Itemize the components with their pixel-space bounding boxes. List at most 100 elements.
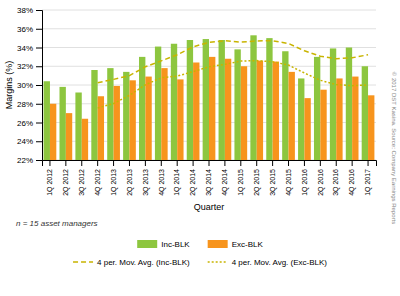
legend-row: 4 per. Mov. Avg. (Inc-BLK) 4 per. Mov. Av… [73, 258, 327, 267]
tick-label: 4Q 2014 [221, 169, 229, 196]
tick-label: 1Q 2015 [237, 169, 245, 196]
tick: 3Q 2013 [142, 160, 150, 196]
bar [59, 87, 65, 160]
bar [155, 47, 161, 160]
tick-label: 2Q 2015 [253, 169, 261, 196]
bar [219, 40, 225, 160]
tick: 28% [17, 100, 42, 109]
legend-label: 4 per. Mov. Avg. (Inc-BLK) [97, 258, 190, 267]
tick: 3Q 2016 [332, 160, 340, 196]
tick-mark [49, 160, 50, 166]
tick-label: 24% [17, 137, 33, 146]
tick-mark [240, 160, 241, 166]
bar [123, 72, 129, 160]
tick-mark [304, 160, 305, 166]
tick-mark [256, 160, 257, 166]
tick-label: 3Q 2013 [142, 169, 150, 196]
tick: 36% [17, 25, 42, 34]
legend-label: 4 per. Mov. Avg. (Exc-BLK) [232, 258, 328, 267]
tick-label: 34% [17, 44, 33, 53]
tick-label: 1Q 2016 [301, 169, 309, 196]
bar [266, 38, 272, 160]
legend-swatch [73, 261, 93, 263]
grid-line [42, 10, 376, 11]
tick-mark [320, 160, 321, 166]
bar [298, 78, 304, 160]
tick-label: 26% [17, 119, 33, 128]
y-axis-title: Margins (%) [4, 61, 14, 110]
tick-label: 4Q 2015 [285, 169, 293, 196]
bar [282, 51, 288, 160]
bar [171, 44, 177, 160]
legend-row: Inc-BLKExc-BLK [137, 240, 263, 249]
tick: 4Q 2012 [94, 160, 102, 196]
tick-mark [368, 160, 369, 166]
tick: 34% [17, 44, 42, 53]
tick-mark [36, 29, 42, 30]
tick: 4Q 2015 [285, 160, 293, 196]
tick: 3Q 2015 [269, 160, 277, 196]
tick: 38% [17, 6, 42, 15]
tick-label: 2Q 2013 [126, 169, 134, 196]
tick: 22% [17, 156, 42, 165]
bar [250, 35, 256, 160]
tick: 1Q 2016 [301, 160, 309, 196]
bar [44, 81, 50, 160]
tick-mark [193, 160, 194, 166]
bar [273, 62, 279, 160]
tick-mark [36, 10, 42, 11]
tick-mark [36, 160, 42, 161]
tick-label: 3Q 2014 [205, 169, 213, 196]
legend-item: 4 per. Mov. Avg. (Exc-BLK) [208, 258, 328, 267]
bar [241, 66, 247, 160]
tick: 30% [17, 81, 42, 90]
tick-mark [209, 160, 210, 166]
axis-line [36, 11, 43, 161]
tick-mark [161, 160, 162, 166]
bar [304, 98, 310, 160]
bar [346, 48, 352, 161]
tick: 3Q 2012 [78, 160, 86, 196]
bar [177, 79, 183, 160]
tick-mark [145, 160, 146, 166]
tick-label: 4Q 2016 [348, 169, 356, 196]
bar [289, 72, 295, 160]
tick: 1Q 2012 [46, 160, 54, 196]
bar [50, 104, 56, 160]
bar [187, 40, 193, 160]
tick-label: 3Q 2016 [332, 169, 340, 196]
tick-mark [36, 123, 42, 124]
tick: 3Q 2014 [205, 160, 213, 196]
tick-mark [288, 160, 289, 166]
tick: 4Q 2013 [158, 160, 166, 196]
tick-label: 2Q 2014 [189, 169, 197, 196]
bar [234, 49, 240, 160]
axis-line [43, 161, 377, 167]
bar [314, 57, 320, 160]
bar [91, 70, 97, 160]
bar [161, 68, 167, 160]
tick-label: 4Q 2013 [158, 169, 166, 196]
x-axis: 1Q 20122Q 20123Q 20124Q 20121Q 20132Q 20… [43, 160, 377, 196]
line [98, 41, 368, 83]
bar [139, 57, 145, 160]
tick: 4Q 2014 [221, 160, 229, 196]
tick-label: 1Q 2013 [110, 169, 118, 196]
note: n = 15 asset managers [16, 219, 98, 228]
bar [320, 90, 326, 160]
tick: 32% [17, 62, 42, 71]
bar [145, 77, 151, 160]
tick-mark [36, 141, 42, 142]
bar [352, 77, 358, 160]
tick-label: 38% [17, 6, 33, 15]
tick-label: 30% [17, 81, 33, 90]
legend-item: Exc-BLK [208, 240, 264, 249]
tick-mark [36, 104, 42, 105]
bar [82, 119, 88, 160]
tick-mark [129, 160, 130, 166]
bar [107, 68, 113, 160]
tick: 24% [17, 137, 42, 146]
tick: 2Q 2013 [126, 160, 134, 196]
legend-swatch [137, 240, 157, 248]
tick-label: 3Q 2015 [269, 169, 277, 196]
